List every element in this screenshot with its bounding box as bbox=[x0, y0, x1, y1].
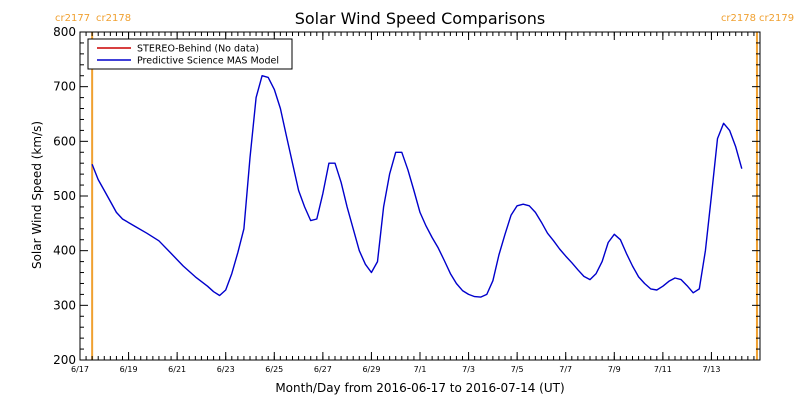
x-tick-label: 6/25 bbox=[265, 365, 283, 374]
series-line-mas-model bbox=[91, 74, 743, 298]
x-tick-label: 6/23 bbox=[217, 365, 235, 374]
x-tick-label: 6/21 bbox=[168, 365, 186, 374]
y-tick-label: 800 bbox=[53, 25, 76, 39]
legend-label-mas-model: Predictive Science MAS Model bbox=[137, 56, 279, 67]
y-axis-label: Solar Wind Speed (km/s) bbox=[30, 121, 44, 269]
x-tick-label: 7/5 bbox=[511, 365, 524, 374]
axis-ticks: 200 300 400 500 600 700 800 6/17 6/19 6/21 6/23 6/2… bbox=[53, 25, 761, 374]
carrington-label: cr2177 bbox=[55, 13, 90, 24]
x-tick-label: 7/11 bbox=[654, 365, 672, 374]
series-layer bbox=[91, 74, 743, 298]
y-tick-label: 600 bbox=[53, 134, 76, 148]
y-tick-label: 400 bbox=[53, 244, 76, 258]
carrington-label: cr2179 bbox=[759, 13, 794, 24]
y-tick-label: 700 bbox=[53, 80, 76, 94]
x-tick-label: 6/19 bbox=[120, 365, 138, 374]
carrington-label: cr2178 bbox=[721, 13, 756, 24]
plot-frame bbox=[79, 31, 761, 361]
carrington-label: cr2178 bbox=[96, 13, 131, 24]
x-tick-label: 6/27 bbox=[314, 365, 332, 374]
x-tick-label: 6/29 bbox=[362, 365, 380, 374]
x-tick-label: 7/3 bbox=[462, 365, 475, 374]
x-tick-label: 7/13 bbox=[702, 365, 720, 374]
legend-box bbox=[87, 38, 293, 70]
x-tick-label: 7/9 bbox=[608, 365, 621, 374]
legend: STEREO-Behind (No data) Predictive Scien… bbox=[87, 38, 293, 70]
y-tick-label: 300 bbox=[53, 298, 76, 312]
legend-label-stereo: STEREO-Behind (No data) bbox=[137, 44, 259, 55]
y-tick-label: 500 bbox=[53, 189, 76, 203]
x-tick-label: 6/17 bbox=[71, 365, 89, 374]
y-tick-label: 200 bbox=[53, 353, 76, 367]
x-tick-label: 7/1 bbox=[414, 365, 427, 374]
x-tick-label: 7/7 bbox=[559, 365, 572, 374]
x-axis-label: Month/Day from 2016-06-17 to 2016-07-14 … bbox=[275, 381, 564, 395]
chart-title: Solar Wind Speed Comparisons bbox=[295, 9, 546, 28]
